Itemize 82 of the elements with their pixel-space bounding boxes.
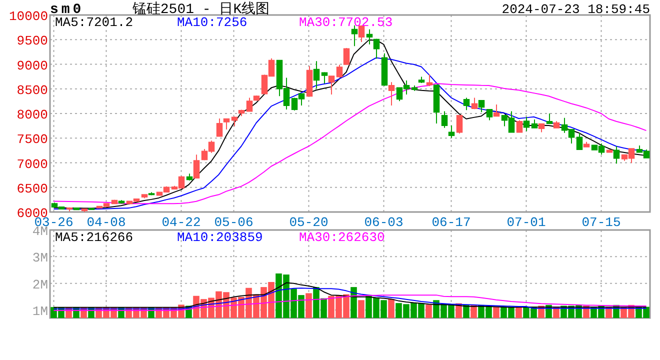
text: MA10:203859: [177, 230, 263, 245]
x-tick-label: 05-20: [289, 215, 328, 230]
candlestick: [231, 116, 238, 127]
text: MA5:216266: [55, 230, 134, 245]
candlestick: [411, 84, 418, 92]
candlestick: [321, 72, 328, 84]
y-tick-label: 3M: [32, 250, 48, 266]
candlestick: [478, 100, 485, 113]
candlestick: [448, 125, 455, 138]
candlestick: [531, 119, 538, 129]
candlestick: [358, 24, 365, 43]
candlestick: [486, 108, 493, 121]
candlestick: [141, 194, 148, 199]
candlestick: [193, 154, 200, 180]
candlestick: [148, 192, 155, 196]
candlestick: [546, 113, 553, 124]
x-tick-label: 07-01: [506, 215, 546, 230]
line-series: [53, 294, 647, 312]
chart-title: 锰硅2501 - 日K线图: [131, 1, 270, 18]
candlestick: [111, 199, 118, 205]
candlestick: [523, 116, 530, 132]
candlestick: [418, 76, 425, 84]
candlestick: [186, 173, 193, 181]
candlestick: [88, 208, 95, 210]
x-tick-label: 06-03: [364, 215, 404, 230]
candlestick: [351, 24, 358, 47]
text: MA10:7256: [177, 15, 248, 30]
candlestick: [583, 141, 590, 148]
candlestick: [238, 109, 245, 117]
candlestick: [223, 118, 230, 130]
annotation: sm0: [50, 2, 84, 18]
candlestick: [306, 66, 313, 98]
candlestick: [576, 132, 583, 150]
text: MA30:262630: [299, 230, 385, 245]
candlestick: [66, 206, 73, 212]
candlestick: [73, 207, 80, 211]
candlestick: [516, 120, 523, 134]
x-tick-label: 04-22: [162, 215, 201, 230]
candlestick: [613, 146, 620, 164]
candlestick: [246, 97, 253, 112]
candlestick: [216, 118, 223, 138]
y-tick-label: 10000: [8, 9, 48, 24]
candlestick: [381, 52, 388, 86]
x-tick-label: 06-17: [432, 215, 471, 230]
candlestick: [253, 95, 260, 102]
candlestick: [388, 82, 395, 106]
y-tick-label: 2M: [32, 277, 48, 292]
text: MA5:7201.2: [55, 15, 134, 30]
candlestick: [456, 114, 463, 134]
candlestick: [336, 64, 343, 78]
y-tick-label: 8500: [16, 82, 48, 98]
candlestick: [493, 104, 500, 117]
y-tick-label: 9500: [16, 34, 48, 49]
line-series: [53, 282, 647, 308]
candlestick: [553, 120, 560, 129]
line-series: [53, 82, 647, 204]
candlestick: [441, 110, 448, 128]
x-tick-label: 04-08: [86, 215, 126, 230]
y-tick-label: 7500: [16, 132, 48, 148]
candlestick: [328, 75, 335, 95]
chart-subtitle: 2024-07-23 18:59:45: [502, 2, 650, 17]
candlestick: [606, 149, 613, 154]
candlestick: [471, 97, 478, 110]
candlestick: [373, 38, 380, 60]
candlestick: [426, 74, 433, 87]
candlestick: [463, 97, 470, 111]
y-tick-label: 7000: [16, 156, 48, 172]
y-tick-label: 9000: [16, 58, 48, 74]
line-series: [53, 288, 647, 310]
candlestick: [118, 200, 125, 204]
candlestick: [343, 48, 350, 66]
y-tick-label: 8000: [16, 108, 48, 122]
text: MA30:7702.53: [299, 15, 393, 30]
candlestick: [433, 84, 440, 124]
x-tick-label: 05-06: [214, 215, 254, 230]
y-tick-label: 1M: [32, 304, 48, 319]
candlestick: [366, 28, 373, 45]
y-tick-label: 6500: [16, 181, 48, 196]
candlestick: [81, 208, 88, 212]
candlestick: [313, 60, 320, 89]
x-tick-label: 07-15: [582, 215, 621, 230]
candlestick: [538, 122, 545, 133]
